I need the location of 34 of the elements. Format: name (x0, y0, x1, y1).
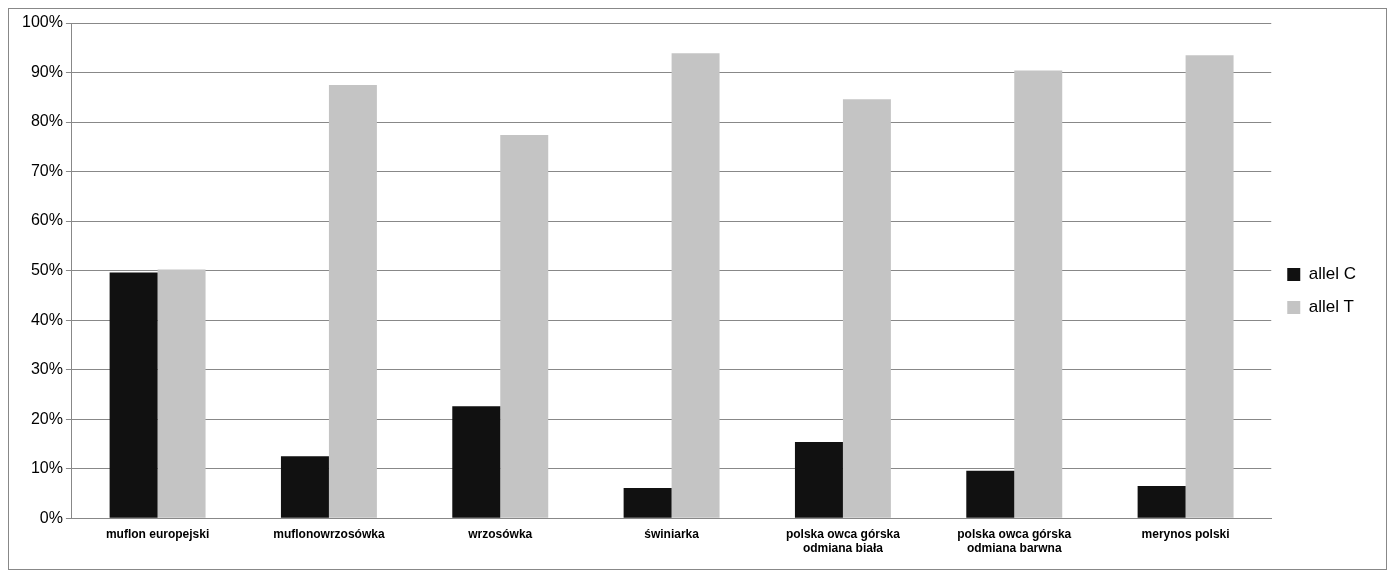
bar (794, 441, 843, 518)
x-tick-label: polska owca górska odmiana biała (785, 526, 901, 556)
x-tick-label: muflon europejski (105, 526, 210, 541)
y-tick-label: 100% (22, 13, 63, 31)
y-tick-label: 40% (30, 310, 63, 328)
y-tick-label: 30% (30, 360, 63, 378)
y-tick-label: 50% (30, 261, 63, 279)
bar (671, 53, 720, 518)
y-tick-label: 90% (30, 62, 63, 80)
y-tick-label: 0% (39, 508, 63, 526)
y-tick-label: 10% (30, 459, 63, 477)
x-tick-label: świniarka (644, 526, 700, 541)
y-tick-label: 60% (30, 211, 63, 229)
legend-label: allel T (1308, 297, 1354, 317)
bar (1137, 486, 1186, 518)
x-tick-label: muflonowrzosówka (273, 526, 385, 541)
y-tick-label: 70% (30, 161, 63, 179)
bar (109, 272, 158, 518)
bar (1185, 55, 1234, 518)
x-tick-label: wrzosówka (467, 526, 533, 541)
bar (623, 487, 672, 518)
bar (328, 84, 377, 518)
y-tick-label: 20% (30, 409, 63, 427)
bar (157, 269, 206, 518)
x-tick-label: polska owca górska odmiana barwna (957, 526, 1072, 556)
x-tick-label: merynos polski (1141, 526, 1230, 541)
bar (452, 406, 501, 518)
y-tick-label: 80% (30, 112, 63, 130)
bar (966, 470, 1015, 518)
bar (500, 134, 549, 518)
bar (280, 456, 329, 518)
bar (1014, 70, 1063, 518)
legend-label: allel C (1308, 264, 1357, 284)
bar (842, 99, 891, 518)
